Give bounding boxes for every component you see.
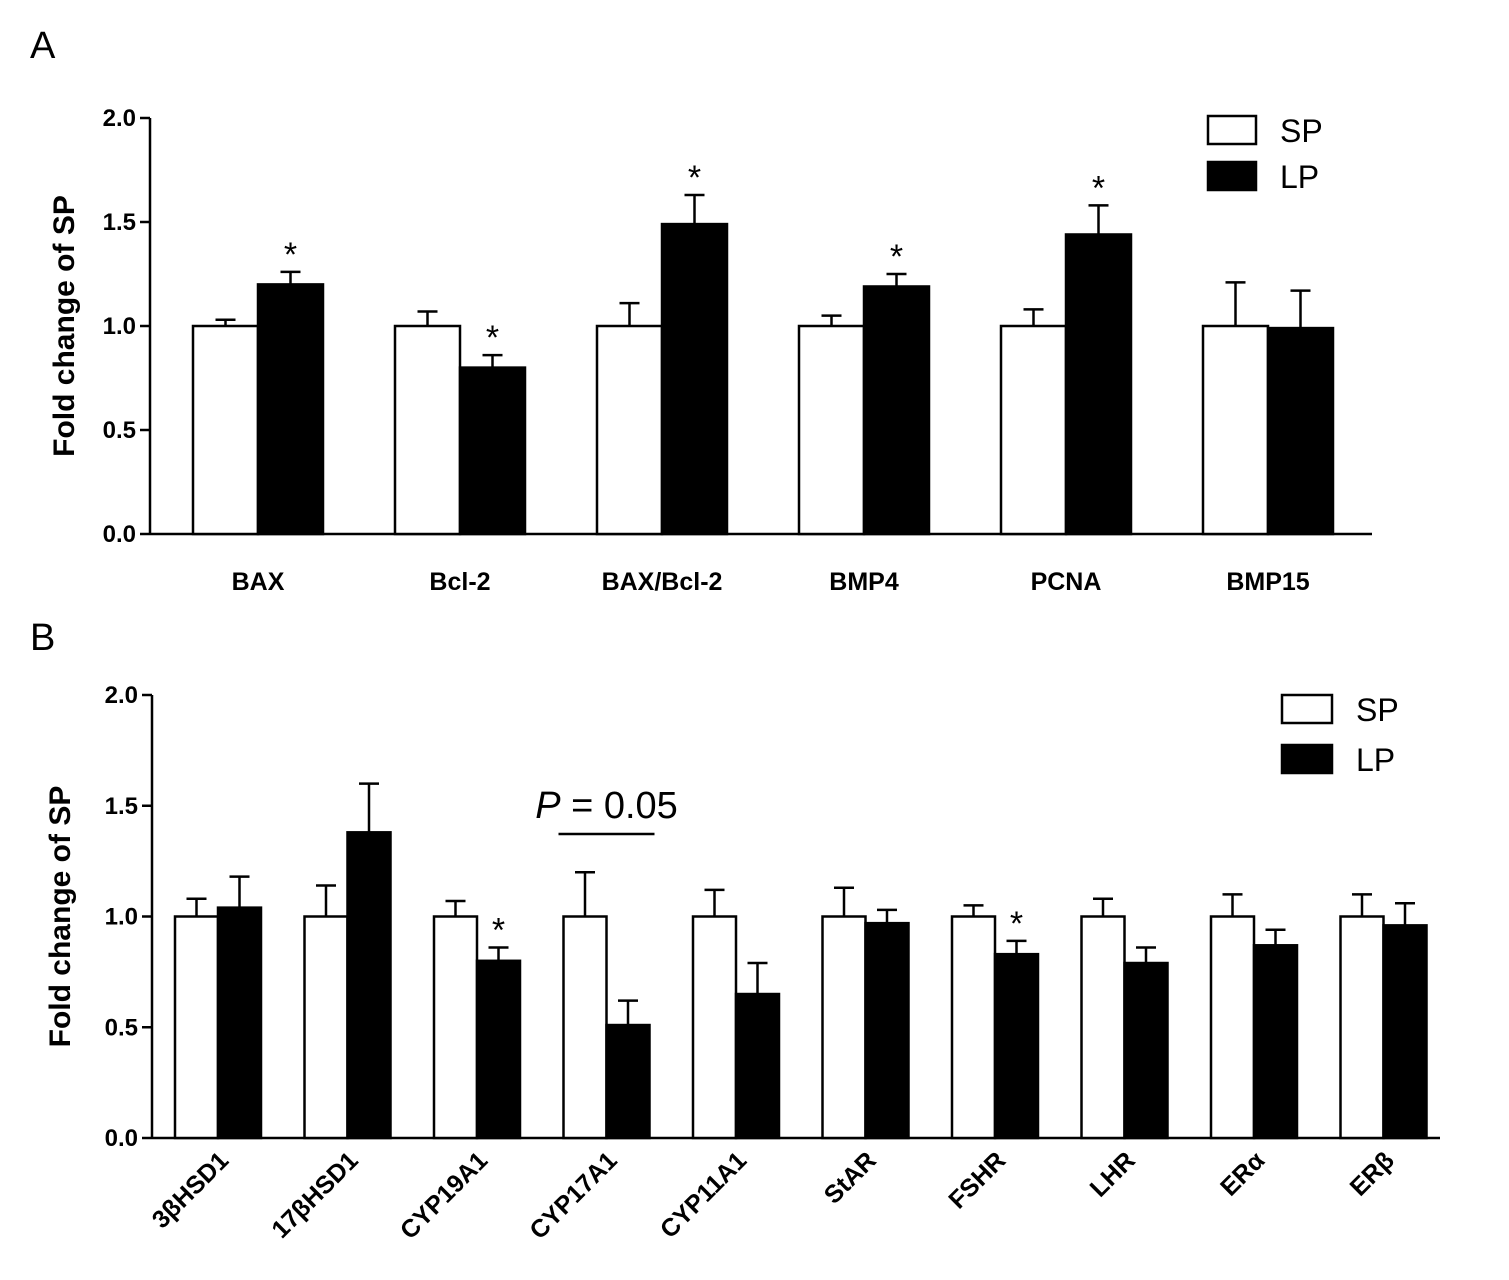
category-label: FSHR — [943, 1146, 1011, 1214]
bar-lp — [660, 222, 729, 536]
legend-swatch-lp — [1280, 743, 1334, 775]
bar-sp — [1080, 915, 1126, 1140]
bar-lp — [864, 921, 910, 1140]
bar-sp — [303, 915, 349, 1140]
y-tick-label: 2.0 — [103, 105, 136, 132]
bar-lp — [1266, 326, 1335, 536]
bar-lp — [458, 366, 527, 536]
y-tick-label: 2.0 — [105, 682, 138, 709]
legend-label-sp: SP — [1356, 692, 1399, 728]
bar-sp — [173, 915, 220, 1140]
bar-lp — [862, 285, 931, 536]
bar-lp — [605, 1023, 651, 1140]
category-label: ERα — [1215, 1146, 1271, 1202]
bar-lp — [1123, 961, 1169, 1140]
annotation-value: = 0.05 — [561, 785, 678, 827]
category-label: CYP17A1 — [524, 1146, 622, 1244]
bar-lp — [346, 831, 392, 1140]
legend-swatch-lp — [1206, 160, 1258, 192]
y-tick-label: 0.5 — [105, 1014, 138, 1041]
category-label: ERβ — [1345, 1146, 1400, 1201]
significance-star: * — [1010, 905, 1023, 943]
y-tick-label: 1.5 — [105, 793, 138, 820]
category-label: Bcl-2 — [429, 568, 490, 596]
annotation-p: P — [535, 785, 561, 827]
bar-sp — [562, 915, 608, 1140]
category-label: BAX — [232, 568, 285, 596]
bar-sp — [191, 324, 260, 536]
category-label: 17βHSD1 — [266, 1146, 363, 1243]
bar-sp — [595, 324, 664, 536]
legend-label-lp: LP — [1356, 742, 1395, 778]
bar-lp — [256, 283, 325, 536]
bar-sp — [432, 915, 479, 1140]
category-label: CYP19A1 — [395, 1146, 493, 1244]
bar-lp — [734, 992, 781, 1140]
category-label: PCNA — [1031, 568, 1102, 596]
bar-sp — [999, 324, 1068, 536]
category-label: BMP15 — [1226, 568, 1309, 596]
significance-star: * — [890, 238, 903, 276]
y-tick-label: 0.0 — [103, 521, 136, 548]
panel-b-chart: B Fold change of SP 0.0 0.5 1.0 1.5 2.0 3βHSD1 1… — [30, 617, 1440, 1245]
bar-sp — [821, 915, 867, 1140]
panel-label: A — [30, 25, 56, 67]
bar-lp — [993, 952, 1040, 1140]
bar-lp — [1382, 924, 1428, 1140]
bar-lp — [1064, 233, 1133, 536]
category-label: CYP11A1 — [655, 1146, 753, 1244]
y-tick-label: 1.0 — [105, 904, 138, 931]
bar-sp — [797, 324, 866, 536]
bar-lp — [216, 906, 263, 1140]
legend-label-sp: SP — [1280, 113, 1323, 149]
annotation-text: P = 0.05 — [535, 785, 678, 827]
y-tick-label: 0.0 — [105, 1125, 138, 1152]
panel-a-chart: A Fold change of SP 0.0 0.5 1.0 1.5 2.0 * BAX * Bc… — [30, 25, 1372, 596]
category-label: BMP4 — [829, 568, 899, 596]
legend-swatch-sp — [1280, 693, 1334, 725]
significance-star: * — [1092, 169, 1105, 207]
significance-star: * — [284, 236, 297, 274]
y-axis-label: Fold change of SP — [44, 786, 77, 1048]
legend-label-lp: LP — [1280, 159, 1319, 195]
bar-lp — [475, 959, 522, 1140]
legend-swatch-sp — [1206, 114, 1258, 146]
bar-sp — [691, 915, 738, 1140]
significance-star: * — [492, 912, 505, 950]
category-label: LHR — [1085, 1146, 1141, 1202]
bar-sp — [1209, 915, 1256, 1140]
category-label: 3βHSD1 — [147, 1146, 235, 1234]
bar-sp — [1201, 324, 1270, 536]
y-tick-label: 0.5 — [103, 417, 136, 444]
bar-sp — [393, 324, 462, 536]
y-tick-label: 1.0 — [103, 313, 136, 340]
bar-sp — [1339, 915, 1385, 1140]
y-tick-label: 1.5 — [103, 209, 136, 236]
y-axis-label: Fold change of SP — [48, 195, 81, 457]
panel-label: B — [30, 617, 55, 659]
significance-star: * — [486, 319, 499, 357]
category-label: BAX/Bcl-2 — [602, 568, 723, 596]
category-label: StAR — [819, 1146, 882, 1209]
bar-sp — [950, 915, 997, 1140]
significance-star: * — [688, 159, 701, 197]
bar-lp — [1252, 944, 1299, 1140]
